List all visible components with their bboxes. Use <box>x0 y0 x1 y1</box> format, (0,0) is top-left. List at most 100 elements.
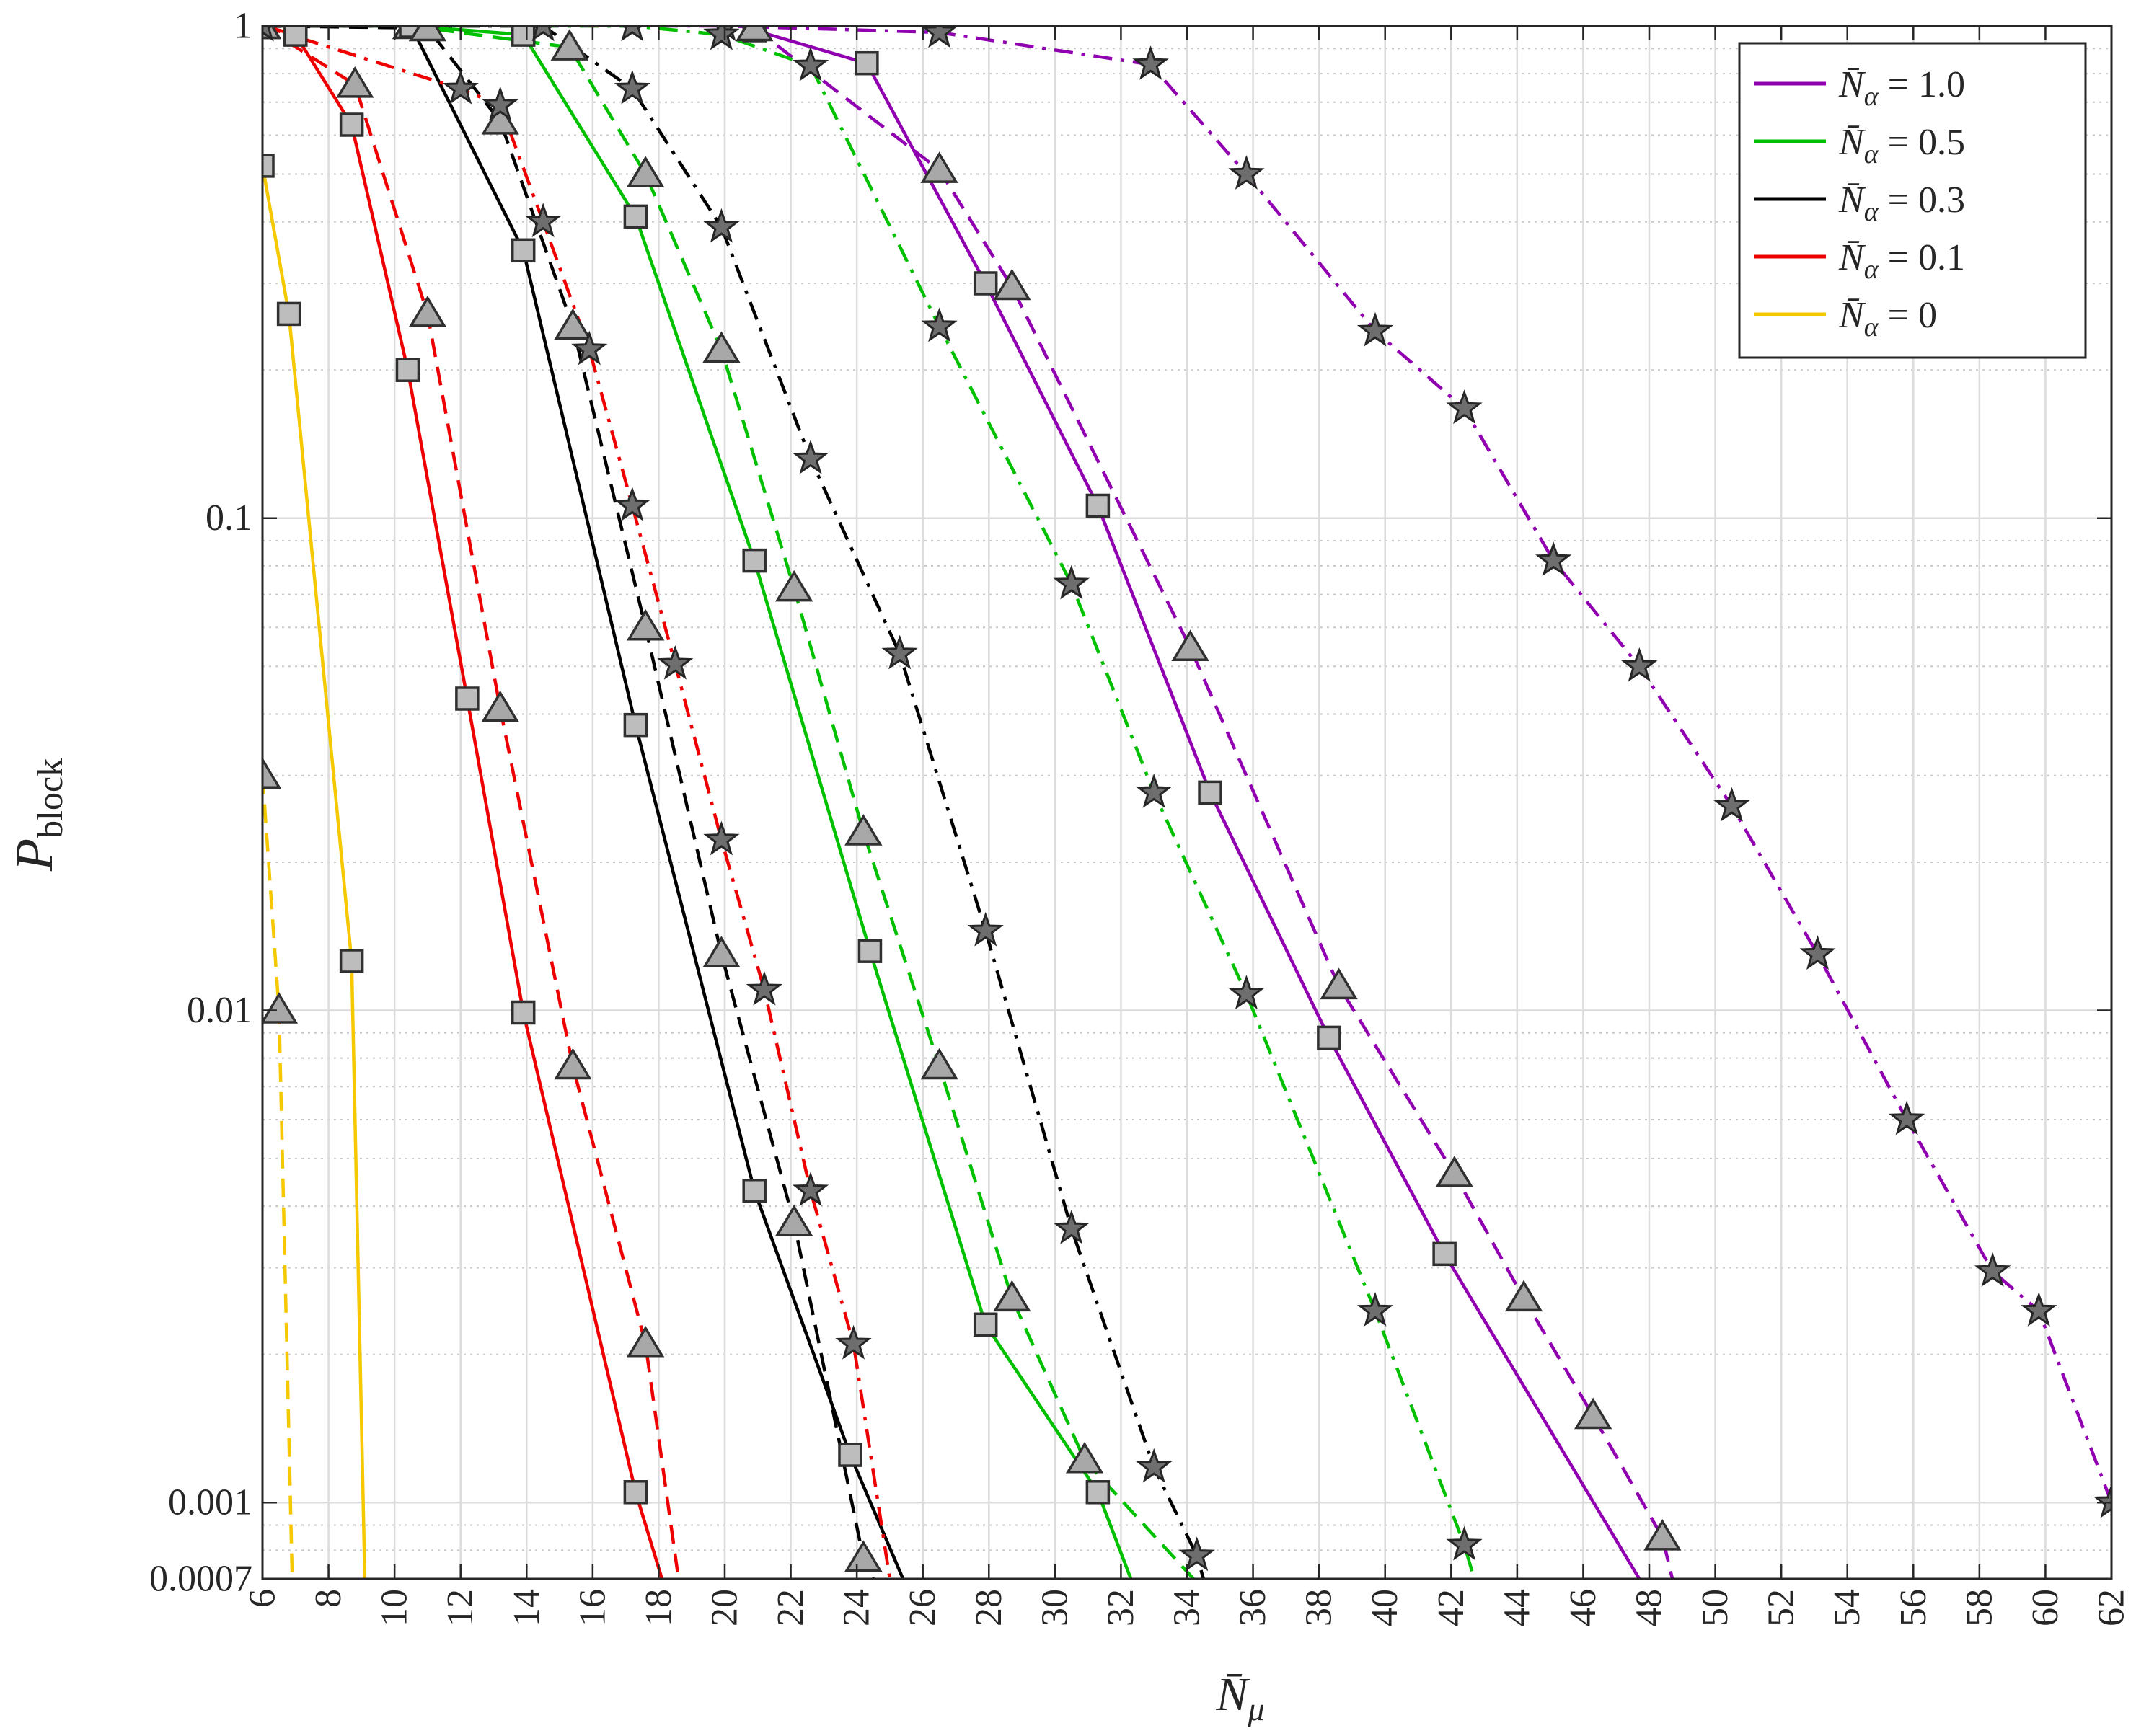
star-marker <box>531 26 555 42</box>
star-marker <box>1799 935 1836 970</box>
legend-entry-label: N̄α = 0.1 <box>1838 237 1965 285</box>
square-marker <box>511 238 536 263</box>
square-marker <box>623 1480 648 1505</box>
star-marker <box>703 208 740 243</box>
series-markers <box>262 26 862 1467</box>
x-tick-label: 62 <box>2091 1589 2132 1626</box>
star-marker <box>2093 1483 2111 1518</box>
star-marker <box>1713 787 1750 822</box>
triangle-marker <box>1643 1519 1682 1551</box>
series-line <box>262 26 664 1579</box>
star-marker <box>482 86 518 121</box>
series-line <box>753 27 1674 1579</box>
star-marker <box>1178 1536 1215 1572</box>
svg-text:Pblock: Pblock <box>5 758 70 872</box>
star-marker <box>1446 389 1483 425</box>
series-line <box>262 165 367 1579</box>
triangle-marker <box>481 102 519 135</box>
square-marker <box>1085 493 1111 518</box>
square-marker <box>511 1000 536 1025</box>
star-marker <box>1228 155 1265 190</box>
x-tick-label: 32 <box>1100 1589 1142 1626</box>
square-marker <box>742 1178 767 1203</box>
triangle-marker <box>626 156 665 187</box>
star-marker <box>703 26 740 50</box>
star-marker <box>614 69 650 105</box>
triangle-marker <box>408 296 447 327</box>
star-marker <box>1053 564 1090 600</box>
series-line <box>262 26 2111 1503</box>
square-marker <box>511 26 536 47</box>
triangle-marker <box>844 1540 883 1572</box>
star-marker <box>967 911 1004 947</box>
star-marker <box>792 439 829 474</box>
square-marker <box>857 939 883 963</box>
x-tick-label: 36 <box>1232 1589 1274 1626</box>
axis-ticks <box>261 25 2113 1580</box>
x-axis-label-subscript: μ <box>1247 1691 1264 1727</box>
x-tick-label: 30 <box>1034 1589 1075 1626</box>
star-marker <box>1535 541 1572 577</box>
triangle-marker <box>993 1280 1031 1312</box>
series-line <box>754 28 1641 1579</box>
triangle-marker <box>920 1048 958 1080</box>
square-marker <box>623 204 648 229</box>
triangle-marker <box>626 1325 665 1358</box>
star-marker <box>1888 1100 1925 1135</box>
series-markers <box>736 26 1682 1551</box>
x-tick-label: 38 <box>1299 1589 1340 1626</box>
square-marker <box>283 26 308 47</box>
star-marker <box>1621 647 1658 682</box>
star-marker <box>1228 975 1265 1010</box>
star-marker <box>1053 1209 1090 1244</box>
series <box>262 165 367 1579</box>
y-tick-label: 0.001 <box>168 1482 252 1523</box>
x-tick-label: 40 <box>1364 1589 1405 1626</box>
triangle-marker <box>550 29 588 61</box>
square-marker <box>1432 1241 1457 1267</box>
star-marker <box>1136 773 1173 808</box>
x-tick-label: 60 <box>2025 1589 2066 1626</box>
star-marker <box>1356 311 1394 347</box>
series <box>262 26 2111 1503</box>
x-tick-label: 6 <box>242 1589 283 1608</box>
square-marker <box>395 358 420 382</box>
x-tick-label: 12 <box>440 1589 481 1626</box>
star-marker <box>1974 1252 2011 1287</box>
x-tick-label: 58 <box>1959 1589 2000 1626</box>
triangle-marker <box>1065 1441 1104 1474</box>
x-tick-label: 50 <box>1695 1589 1736 1626</box>
x-tick-label: 48 <box>1629 1589 1670 1626</box>
square-marker <box>973 271 998 296</box>
y-axis-label-subscript: block <box>30 758 70 838</box>
series <box>754 28 1641 1579</box>
x-tick-label: 16 <box>572 1589 613 1626</box>
star-marker <box>1446 1525 1483 1561</box>
star-marker <box>921 307 958 342</box>
star-marker <box>792 1172 829 1207</box>
x-tick-label: 20 <box>705 1589 746 1626</box>
triangle-marker <box>993 268 1031 301</box>
star-marker <box>1132 45 1169 80</box>
square-marker <box>339 112 364 137</box>
legend-entry-label: N̄α = 0 <box>1838 295 1937 342</box>
y-axis-label: Pblock <box>5 758 70 872</box>
star-marker <box>657 645 694 680</box>
x-tick-label: 54 <box>1827 1589 1868 1626</box>
square-marker <box>855 50 879 76</box>
star-marker <box>703 820 740 856</box>
star-marker <box>835 1324 872 1360</box>
triangle-marker <box>774 570 813 602</box>
triangle-marker <box>702 331 741 363</box>
triangle-marker <box>1574 1397 1612 1430</box>
series <box>753 27 1674 1579</box>
square-marker <box>262 154 275 178</box>
star-marker <box>792 46 829 81</box>
star-marker <box>442 69 479 105</box>
triangle-marker <box>626 608 665 641</box>
star-marker <box>262 26 274 42</box>
legend-entry-label: N̄α = 0.3 <box>1838 180 1965 227</box>
star-marker <box>921 26 958 48</box>
x-tick-label: 24 <box>837 1589 878 1626</box>
